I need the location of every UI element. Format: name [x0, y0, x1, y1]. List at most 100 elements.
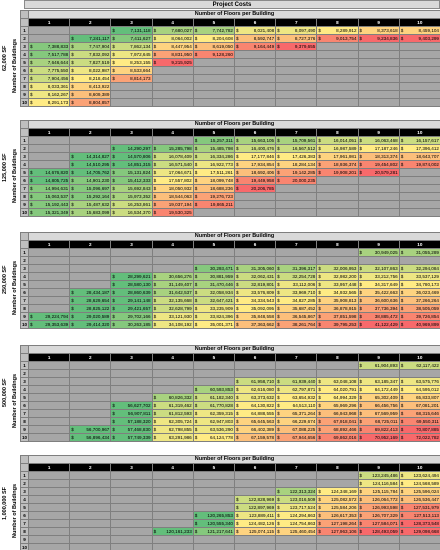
empty-cell [233, 58, 277, 67]
cost-cell: $8,373,618 [357, 26, 400, 35]
cost-cell: $29,020,589 [69, 312, 112, 321]
table-row: 6 $7,775,550 $8,022,987 $8,533,664 [20, 66, 440, 75]
cost-cell: $32,058,934 [192, 288, 235, 297]
cost-cell: $31,642,537 [151, 288, 194, 297]
empty-cell [27, 296, 71, 305]
cost-cell: $7,517,788 [27, 50, 71, 59]
empty-cell [27, 519, 71, 528]
cost-cell: $28,860,639 [110, 288, 153, 297]
empty-cell [357, 176, 400, 185]
empty-cell [357, 543, 400, 550]
row-header: 7 [20, 74, 29, 83]
column-header: 4 [151, 128, 194, 137]
row-header: 7 [20, 296, 29, 305]
row-header: 10 [20, 433, 29, 442]
cost-cell: $125,584,206 [316, 503, 359, 512]
empty-cell [316, 176, 359, 185]
cost-cell: $122,828,969 [233, 495, 277, 504]
empty-cell [192, 487, 235, 496]
empty-cell [151, 361, 194, 370]
cost-cell: $57,188,320 [110, 417, 153, 426]
table-row: 2 $7,241,117 $7,411,627 $8,064,002 $8,204,60… [20, 34, 440, 43]
table-row: 5 $7,646,644 $7,827,519 $8,253,155 $9,215,92… [20, 58, 440, 67]
empty-cell [192, 361, 235, 370]
cost-cell: $69,862,016 [316, 433, 359, 442]
table-row: 10 [20, 543, 440, 550]
empty-cell [233, 208, 277, 217]
empty-cell [233, 256, 277, 265]
table-row: 10 $8,291,173 $8,804,857 [20, 98, 440, 107]
floors-header: Number of Floors per Building [28, 345, 440, 354]
floor-area-label: 125,000 SF [2, 153, 8, 183]
cost-cell: $62,798,855 [151, 425, 194, 434]
empty-cell [69, 527, 112, 536]
cost-cell: $123,624,494 [398, 471, 440, 480]
cost-cell: $15,131,824 [110, 168, 153, 177]
empty-cell [233, 200, 277, 209]
empty-cell [275, 471, 318, 480]
column-header: 2 [69, 128, 112, 137]
cost-cell: $18,643,707 [398, 152, 440, 161]
empty-cell [233, 361, 277, 370]
empty-cell [233, 50, 277, 59]
empty-cell [151, 487, 194, 496]
column-header: 6 [233, 353, 277, 362]
row-header: 8 [20, 192, 29, 201]
empty-cell [316, 98, 359, 107]
table-row: 5 $60,826,332 $61,182,340 $63,373,632 $63,65… [20, 393, 440, 402]
cost-cell: $17,177,846 [233, 152, 277, 161]
row-header: 8 [20, 527, 29, 536]
empty-cell [27, 248, 71, 257]
cost-cell: $33,537,129 [398, 272, 440, 281]
empty-cell [233, 248, 277, 257]
empty-cell [69, 361, 112, 370]
column-header: 6 [233, 128, 277, 137]
cost-cell: $17,426,383 [275, 152, 318, 161]
cost-cell: $62,359,315 [192, 409, 235, 418]
table-row: 8 $28,825,122 $29,421,657 $32,628,799 $33,23… [20, 304, 440, 313]
empty-cell [233, 74, 277, 83]
cost-cell: $32,647,421 [192, 296, 235, 305]
cost-cell: $38,885,472 [357, 312, 400, 321]
cost-cell: $19,454,802 [357, 160, 400, 169]
row-header: 3 [20, 42, 29, 51]
row-header: 1 [20, 361, 29, 370]
column-header: 10 [398, 353, 440, 362]
cost-section: 500,000 SF Number of Buildings Number of F… [0, 345, 440, 442]
empty-cell [233, 535, 277, 544]
table-row: 7 $56,907,811 $61,812,593 $62,359,315 $64,88… [20, 409, 440, 418]
row-header: 9 [20, 200, 29, 209]
empty-cell [27, 393, 71, 402]
row-header: 7 [20, 409, 29, 418]
row-header: 3 [20, 487, 29, 496]
empty-cell [275, 543, 318, 550]
cost-cell: $56,896,434 [69, 433, 112, 442]
buildings-axis-label: Number of Buildings [12, 260, 18, 316]
empty-cell [69, 280, 112, 289]
empty-cell [398, 58, 440, 67]
empty-cell [27, 256, 71, 265]
row-header: 6 [20, 176, 29, 185]
empty-cell [69, 272, 112, 281]
cost-cell: $32,062,431 [233, 272, 277, 281]
empty-cell [110, 471, 153, 480]
empty-cell [398, 200, 440, 209]
cost-cell: $29,702,166 [110, 312, 153, 321]
cost-cell: $57,468,830 [110, 425, 153, 434]
column-header: 1 [27, 240, 71, 249]
empty-cell [27, 26, 71, 35]
table-row: 8 $15,063,537 $15,292,164 $15,973,352 $18,54… [20, 192, 440, 201]
column-header: 9 [357, 18, 400, 27]
cost-cell: $17,961,981 [316, 152, 359, 161]
cost-cell: $16,063,468 [357, 136, 400, 145]
cost-cell: $64,513,110 [275, 401, 318, 410]
cost-cell: $129,098,668 [398, 527, 440, 536]
empty-cell [69, 385, 112, 394]
column-header: 1 [27, 353, 71, 362]
cost-cell: $16,253,861 [110, 200, 153, 209]
empty-cell [192, 479, 235, 488]
cost-cell: $122,897,969 [233, 503, 277, 512]
empty-cell [151, 256, 194, 265]
table-row: 4 $28,299,621 $30,656,276 $30,881,959 $32,06… [20, 272, 440, 281]
cost-cell: $61,770,828 [192, 401, 235, 410]
